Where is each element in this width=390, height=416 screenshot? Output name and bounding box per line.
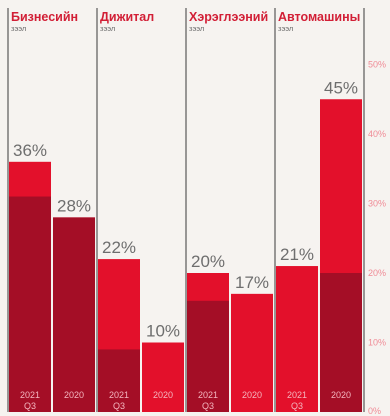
y-tick-label: 20% xyxy=(368,268,386,278)
y-tick-label: 30% xyxy=(368,199,386,209)
panel-title: Автомашины xyxy=(278,10,360,24)
bar xyxy=(231,293,273,412)
category-label: 2020 xyxy=(64,390,84,400)
y-tick-label: 40% xyxy=(368,129,386,139)
y-tick-label: 10% xyxy=(368,338,386,348)
panel-subtitle: зээл xyxy=(189,24,204,33)
y-tick-label: 0% xyxy=(368,406,381,416)
y-tick-label: 50% xyxy=(368,60,386,70)
category-label: Q3 xyxy=(202,401,214,411)
bar-dark-segment xyxy=(320,273,362,412)
panel-subtitle: зээл xyxy=(100,24,115,33)
bar-value-label: 28% xyxy=(57,196,91,215)
bar-value-label: 22% xyxy=(102,238,136,257)
bar xyxy=(276,266,318,412)
category-label: 2020 xyxy=(331,390,351,400)
bar-dark-segment xyxy=(9,196,51,412)
category-label: Q3 xyxy=(24,401,36,411)
bar-value-label: 17% xyxy=(235,273,269,292)
category-label: 2020 xyxy=(153,390,173,400)
panel-title: Бизнесийн xyxy=(11,10,78,24)
bar-dark-segment xyxy=(98,349,140,412)
category-label: 2020 xyxy=(242,390,262,400)
bar-dark-segment xyxy=(187,300,229,412)
panel-subtitle: зээл xyxy=(11,24,26,33)
bar-value-label: 45% xyxy=(324,78,358,97)
bar-value-label: 20% xyxy=(191,252,225,271)
panel-title: Дижитал xyxy=(100,10,154,24)
bar-value-label: 21% xyxy=(280,245,314,264)
category-label: 2021 xyxy=(20,390,40,400)
category-label: Q3 xyxy=(291,401,303,411)
bar-dark-segment xyxy=(53,217,95,412)
bar xyxy=(142,342,184,412)
category-label: 2021 xyxy=(198,390,218,400)
bar-value-label: 36% xyxy=(13,141,47,160)
panel-title: Хэрэглээний xyxy=(189,10,268,24)
panel-subtitle: зээл xyxy=(278,24,293,33)
bar-value-label: 10% xyxy=(146,322,180,341)
category-label: 2021 xyxy=(109,390,129,400)
category-label: 2021 xyxy=(287,390,307,400)
category-label: Q3 xyxy=(113,401,125,411)
